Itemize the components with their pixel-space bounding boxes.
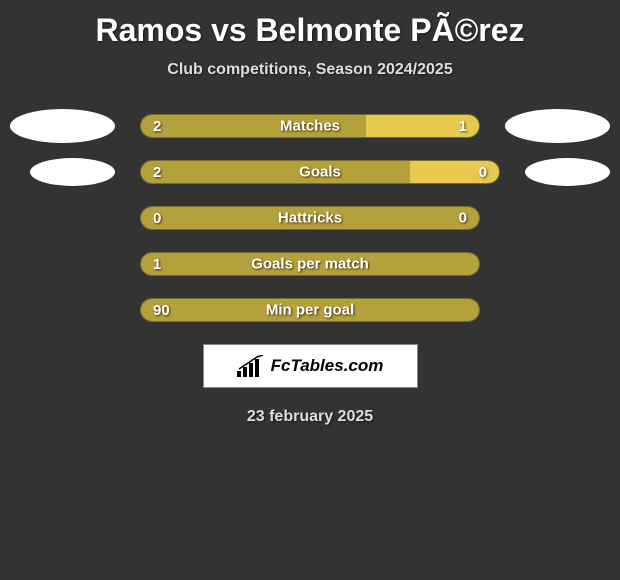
stat-label: Min per goal <box>266 302 354 319</box>
stats-chart: 2 1 Matches 2 0 Goals 0 0 Hattricks 1 Goals per ma… <box>0 114 620 322</box>
stat-row: 0 0 Hattricks <box>10 206 610 230</box>
logo-text: FcTables.com <box>271 356 384 376</box>
stat-bar: 2 0 Goals <box>140 160 500 184</box>
player-avatar-right <box>525 158 610 186</box>
stat-bar: 90 Min per goal <box>140 298 480 322</box>
stat-bar: 2 1 Matches <box>140 114 480 138</box>
bar-segment-right: 1 <box>366 115 479 137</box>
stat-label: Matches <box>280 118 340 135</box>
stat-row: 2 0 Goals <box>10 160 610 184</box>
stat-label: Goals <box>299 164 341 181</box>
bar-segment-left: 2 <box>141 161 410 183</box>
stat-bar: 1 Goals per match <box>140 252 480 276</box>
stat-value-left: 1 <box>153 256 161 273</box>
logo-box: FcTables.com <box>203 344 418 388</box>
stat-value-right: 1 <box>459 118 467 135</box>
stat-label: Hattricks <box>278 210 342 227</box>
stat-value-left: 2 <box>153 118 161 135</box>
stat-value-right: 0 <box>479 164 487 181</box>
stat-value-right: 0 <box>459 210 467 227</box>
stat-row: 90 Min per goal <box>10 298 610 322</box>
stat-value-left: 2 <box>153 164 161 181</box>
player-avatar-left <box>10 109 115 143</box>
page-title: Ramos vs Belmonte PÃ©rez <box>0 0 620 49</box>
bar-segment-right: 0 <box>410 161 500 183</box>
chart-icon <box>237 355 265 377</box>
page-subtitle: Club competitions, Season 2024/2025 <box>0 61 620 79</box>
stat-row: 1 Goals per match <box>10 252 610 276</box>
date-label: 23 february 2025 <box>0 408 620 426</box>
player-avatar-right <box>505 109 610 143</box>
stat-label: Goals per match <box>251 256 369 273</box>
stat-value-left: 90 <box>153 302 170 319</box>
player-avatar-left <box>30 158 115 186</box>
stat-row: 2 1 Matches <box>10 114 610 138</box>
stat-bar: 0 0 Hattricks <box>140 206 480 230</box>
stat-value-left: 0 <box>153 210 161 227</box>
